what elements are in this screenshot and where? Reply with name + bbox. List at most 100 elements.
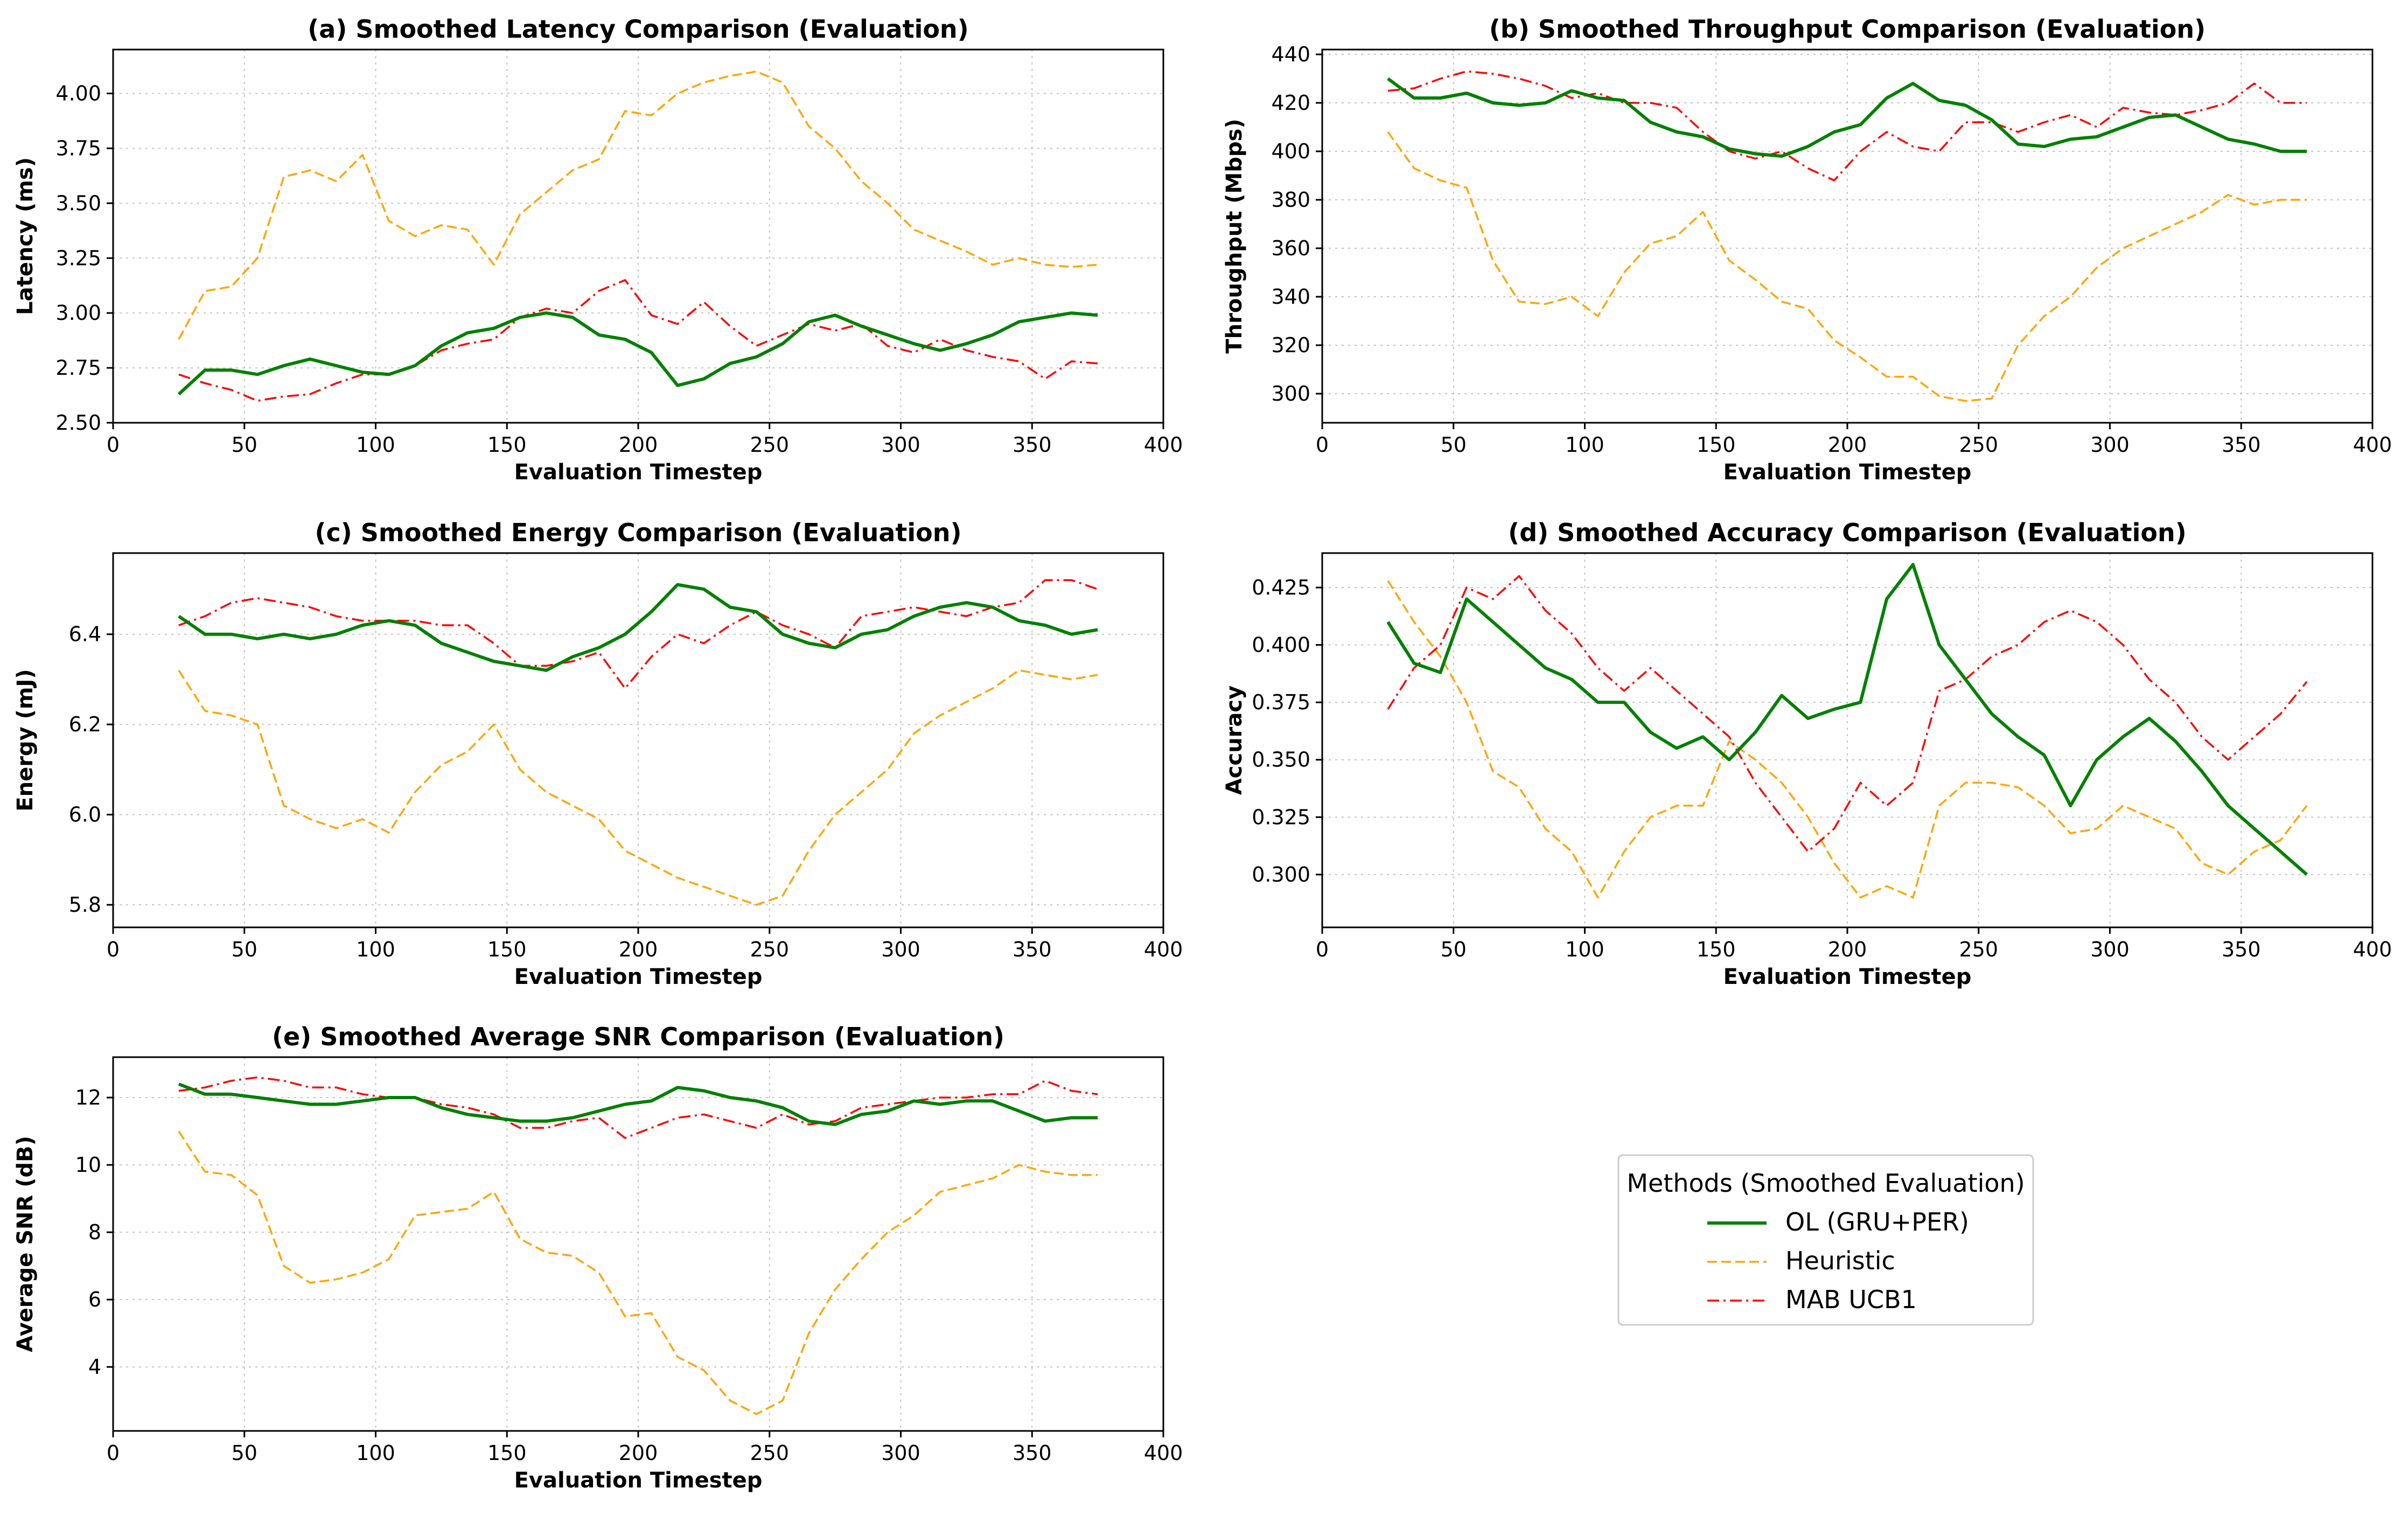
x-tick-label: 50 — [1441, 938, 1467, 961]
y-tick-label: 360 — [1271, 236, 1310, 260]
legend-entry-label: Heuristic — [1785, 1246, 1895, 1275]
chart-panel-2: 0 50 100 150 200 250 300 350 400 5.8 6.0 6.2 6.4 (c) … — [13, 518, 1183, 989]
y-tick-label: 340 — [1271, 285, 1310, 309]
y-tick-label: 420 — [1271, 91, 1310, 115]
y-tick-label: 440 — [1271, 43, 1310, 66]
x-axis-label: Evaluation Timestep — [514, 460, 763, 485]
legend-entry-label: MAB UCB1 — [1785, 1285, 1917, 1314]
series-line-ol-gru-per- — [177, 311, 1098, 396]
x-tick-label: 250 — [1959, 433, 1998, 457]
x-tick-label: 300 — [881, 938, 920, 961]
x-tick-label: 300 — [881, 433, 920, 457]
x-tick-label: 0 — [107, 433, 120, 457]
x-tick-label: 0 — [1316, 433, 1329, 457]
series-line-heuristic — [1387, 580, 2308, 899]
y-tick-label: 6 — [88, 1288, 101, 1311]
y-tick-label: 0.425 — [1252, 576, 1310, 599]
x-tick-label: 0 — [1316, 938, 1329, 961]
y-tick-label: 320 — [1271, 333, 1310, 357]
x-axis-label: Evaluation Timestep — [514, 965, 763, 989]
y-tick-label: 4 — [88, 1355, 101, 1379]
y-axis-label: Latency (ms) — [13, 157, 38, 315]
x-tick-label: 50 — [1441, 433, 1467, 457]
x-tick-label: 0 — [107, 938, 120, 961]
x-tick-label: 200 — [619, 938, 658, 961]
x-tick-label: 300 — [2090, 433, 2130, 457]
x-tick-label: 50 — [232, 433, 257, 457]
y-tick-label: 4.00 — [55, 82, 101, 106]
x-axis-label: Evaluation Timestep — [514, 1468, 763, 1493]
x-tick-label: 350 — [2222, 938, 2261, 961]
y-tick-label: 3.75 — [55, 136, 101, 160]
x-tick-label: 400 — [1144, 1441, 1183, 1465]
legend-frame — [1617, 1154, 2034, 1326]
x-tick-label: 300 — [881, 1441, 920, 1465]
series-line-mab-ucb1 — [1387, 575, 2308, 853]
y-tick-label: 300 — [1271, 382, 1310, 406]
y-tick-label: 400 — [1271, 139, 1310, 163]
x-tick-label: 50 — [232, 1441, 257, 1465]
y-tick-label: 2.50 — [55, 411, 101, 435]
y-tick-label: 0.400 — [1252, 633, 1310, 657]
x-tick-label: 150 — [1697, 433, 1736, 457]
y-tick-label: 3.50 — [55, 191, 101, 215]
chart-panel-4: 0 50 100 150 200 250 300 350 400 4 6 8 10 12 (e) Smoot… — [13, 1022, 1183, 1493]
series-line-ol-gru-per- — [1386, 563, 2308, 876]
x-tick-label: 200 — [619, 1441, 658, 1465]
series-line-mab-ucb1 — [178, 1076, 1098, 1139]
y-tick-label: 0.350 — [1252, 748, 1310, 772]
y-tick-label: 12 — [75, 1086, 101, 1109]
series-line-ol-gru-per- — [1387, 77, 2307, 158]
x-tick-label: 100 — [1565, 938, 1604, 961]
x-tick-label: 150 — [487, 938, 527, 961]
x-axis-label: Evaluation Timestep — [1723, 460, 1972, 485]
x-tick-label: 250 — [750, 433, 789, 457]
x-tick-label: 50 — [232, 938, 257, 961]
y-tick-label: 6.2 — [69, 712, 101, 736]
x-tick-label: 0 — [107, 1441, 120, 1465]
series-line-heuristic — [1387, 131, 2307, 402]
y-tick-label: 5.8 — [69, 893, 101, 917]
chart-panel-1: 0 50 100 150 200 250 300 350 400 300 320 340 360 380 4… — [1222, 15, 2392, 485]
x-tick-label: 200 — [1828, 433, 1867, 457]
chart-title: (e) Smoothed Average SNR Comparison (Eva… — [272, 1022, 1004, 1051]
chart-title: (d) Smoothed Accuracy Comparison (Evalua… — [1508, 518, 2187, 547]
y-tick-label: 0.325 — [1252, 805, 1310, 829]
x-tick-label: 350 — [1013, 938, 1052, 961]
y-tick-label: 3.00 — [55, 301, 101, 325]
x-tick-label: 350 — [1013, 1441, 1052, 1465]
x-tick-label: 250 — [1959, 938, 1998, 961]
x-tick-label: 400 — [1144, 433, 1183, 457]
series-line-mab-ucb1 — [1387, 70, 2307, 181]
y-tick-label: 380 — [1271, 188, 1310, 212]
y-axis-label: Average SNR (dB) — [13, 1136, 38, 1352]
legend-entry-label: OL (GRU+PER) — [1785, 1207, 1969, 1236]
x-tick-label: 400 — [2353, 433, 2392, 457]
y-axis-label: Accuracy — [1222, 686, 1247, 795]
x-tick-label: 100 — [356, 938, 395, 961]
series-line-ol-gru-per- — [178, 1082, 1098, 1126]
x-tick-label: 400 — [1144, 938, 1183, 961]
x-tick-label: 100 — [356, 433, 395, 457]
y-tick-label: 3.25 — [55, 246, 101, 270]
chart-panel-0: 0 50 100 150 200 250 300 350 400 2.50 2.75 3.00 3.25… — [13, 15, 1183, 485]
chart-title: (b) Smoothed Throughput Comparison (Eval… — [1489, 15, 2205, 44]
x-tick-label: 150 — [1697, 938, 1736, 961]
series-line-heuristic — [178, 1130, 1098, 1415]
y-axis-label: Throughput (Mbps) — [1222, 118, 1247, 353]
y-tick-label: 6.4 — [69, 623, 101, 646]
y-axis-label: Energy (mJ) — [13, 669, 38, 811]
x-tick-label: 400 — [2353, 938, 2392, 961]
x-tick-label: 200 — [1828, 938, 1867, 961]
chart-title: (c) Smoothed Energy Comparison (Evaluati… — [315, 518, 961, 547]
x-tick-label: 100 — [1565, 433, 1604, 457]
x-tick-label: 200 — [619, 433, 658, 457]
x-tick-label: 350 — [1013, 433, 1052, 457]
legend-title: Methods (Smoothed Evaluation) — [1627, 1169, 2025, 1198]
y-tick-label: 0.375 — [1252, 690, 1310, 714]
x-tick-label: 300 — [2090, 938, 2130, 961]
chart-title: (a) Smoothed Latency Comparison (Evaluat… — [308, 15, 968, 44]
series-line-mab-ucb1 — [178, 279, 1098, 402]
x-tick-label: 150 — [487, 433, 527, 457]
y-tick-label: 8 — [88, 1220, 101, 1244]
